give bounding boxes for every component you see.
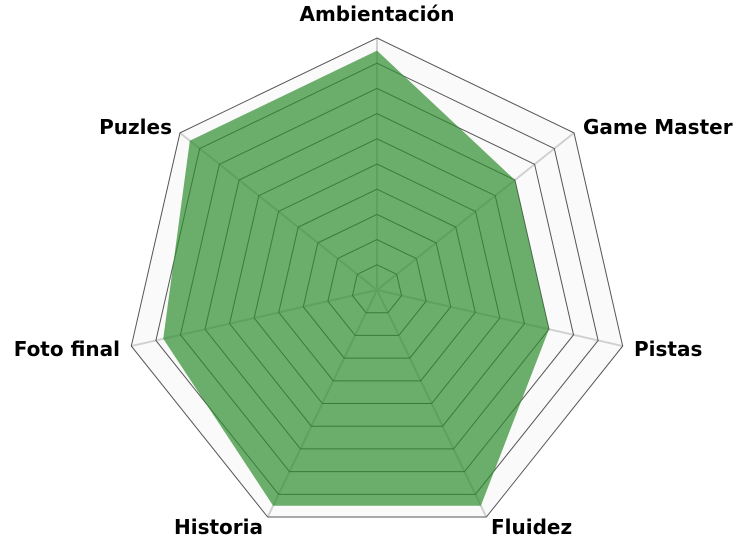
grid-ring — [130, 37, 624, 518]
axis-label: Ambientación — [299, 2, 454, 26]
axis-label: Pistas — [634, 337, 702, 361]
axis-label: Foto final — [14, 337, 120, 361]
axis-label: Game Master — [583, 115, 733, 139]
data-series-area — [163, 50, 549, 506]
axis-label: Historia — [174, 515, 263, 536]
axis-label: Puzles — [99, 115, 172, 139]
axis-label: Fluidez — [491, 515, 572, 536]
